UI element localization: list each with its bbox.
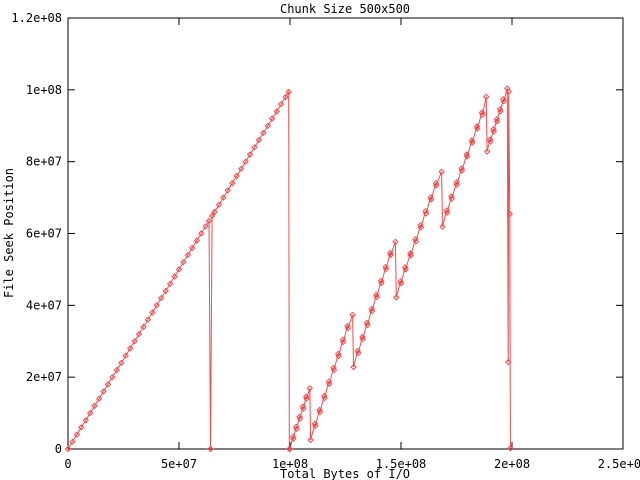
y-tick-label: 1.2e+08 bbox=[11, 11, 62, 25]
y-axis-label: File Seek Position bbox=[2, 168, 16, 298]
x-tick-label: 0 bbox=[64, 457, 71, 471]
x-tick-label: 1e+08 bbox=[272, 457, 308, 471]
y-tick-label: 4e+07 bbox=[26, 298, 62, 312]
chart-title: Chunk Size 500x500 bbox=[280, 2, 410, 16]
y-tick-label: 2e+07 bbox=[26, 370, 62, 384]
x-axis-ticks: 0 5e+07 1e+08 1.5e+08 2e+08 2.5e+08 bbox=[64, 18, 640, 471]
data-series-line bbox=[67, 88, 511, 450]
x-tick-label: 2e+08 bbox=[494, 457, 530, 471]
y-tick-label: 6e+07 bbox=[26, 227, 62, 241]
data-series bbox=[64, 85, 514, 453]
plot-border bbox=[67, 17, 624, 450]
y-axis-ticks: 0 2e+07 4e+07 6e+07 8e+07 1e+08 1.2e+08 bbox=[11, 11, 623, 456]
x-tick-label: 1.5e+08 bbox=[376, 457, 427, 471]
y-tick-label: 0 bbox=[55, 442, 62, 456]
x-axis-label: Total Bytes of I/O bbox=[280, 467, 410, 480]
x-tick-label: 5e+07 bbox=[161, 457, 197, 471]
y-tick-label: 1e+08 bbox=[26, 83, 62, 97]
x-tick-label: 2.5e+08 bbox=[598, 457, 640, 471]
y-tick-label: 8e+07 bbox=[26, 155, 62, 169]
data-point-markers bbox=[64, 85, 514, 453]
